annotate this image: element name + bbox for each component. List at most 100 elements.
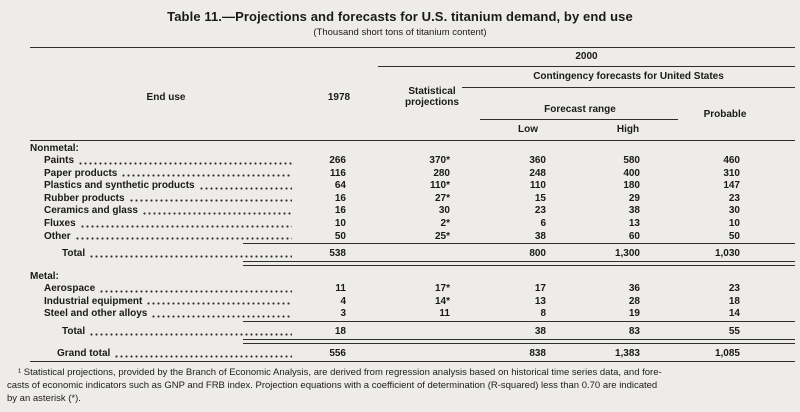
table-row-steel-alloys: Steel and other alloys 3 11 8 19 14: [30, 308, 795, 321]
cell-probable: 23: [728, 283, 740, 295]
row-label-cell: Aerospace: [30, 283, 302, 296]
table-bottom-rule: [30, 360, 795, 362]
footnote-line-2: casts of economic indicators such as GNP…: [7, 379, 658, 391]
cell-forecast-low: 838: [529, 347, 546, 359]
row-label-cell: Paints: [30, 155, 302, 168]
cell-forecast-high: 400: [623, 167, 640, 179]
cell-forecast-high: 36: [628, 283, 640, 295]
cell-1978: 10: [334, 217, 346, 229]
row-label: Aerospace: [44, 283, 96, 295]
row-label-cell: Total: [30, 246, 302, 261]
cell-stat-projection: 11: [439, 308, 450, 320]
cell-probable: 1,030: [714, 248, 740, 260]
cell-stat-projection: 280: [433, 167, 450, 179]
rule-under-2000: [378, 66, 795, 67]
cell-forecast-low: 15: [534, 192, 546, 204]
header-probable: Probable: [703, 109, 747, 120]
table-row-ceramics: Ceramics and glass 16 30 23 38 30: [30, 205, 795, 218]
table-row-other: Other 50 25* 38 60 50: [30, 231, 795, 244]
table-row-paints: Paints 266 370* 360 580 460: [30, 155, 795, 168]
row-label-cell: Grand total: [30, 346, 302, 361]
cell-1978: 50: [334, 230, 346, 242]
footnote-line-3: by an asterisk (*).: [7, 392, 81, 404]
cell-forecast-high: 580: [623, 155, 640, 166]
row-label: Plastics and synthetic products: [44, 180, 195, 192]
row-label: Fluxes: [44, 217, 76, 229]
cell-forecast-high: 38: [628, 205, 640, 217]
header-statistical-projections: Statistical projections: [405, 86, 459, 108]
cell-forecast-high: 1,383: [614, 347, 640, 359]
dot-leader: [78, 161, 292, 165]
header-1978: 1978: [327, 92, 351, 103]
dot-leader: [151, 314, 292, 318]
header-end-use: End use: [146, 92, 186, 103]
header-year-2000: 2000: [575, 51, 598, 62]
footnote: ¹ Statistical projections, provided by t…: [7, 367, 793, 405]
table-row-fluxes: Fluxes 10 2* 6 13 10: [30, 218, 795, 231]
cell-stat-projection: 17*: [434, 283, 450, 295]
cell-forecast-high: 60: [628, 230, 640, 242]
cell-forecast-low: 38: [534, 325, 546, 337]
dot-leader: [99, 289, 292, 293]
cell-forecast-high: 28: [628, 295, 640, 307]
cell-stat-projection: 30: [438, 205, 450, 217]
table-top-rule: [30, 47, 795, 48]
cell-forecast-low: 800: [529, 248, 546, 260]
row-label: Grand total: [57, 347, 111, 359]
row-label-cell: Steel and other alloys: [30, 308, 302, 321]
cell-forecast-high: 29: [628, 192, 640, 204]
cell-stat-projection: 27*: [434, 192, 450, 204]
cell-probable: 460: [723, 155, 740, 166]
footnote-line-1: ¹ Statistical projections, provided by t…: [18, 366, 662, 378]
cell-probable: 18: [728, 295, 740, 307]
row-label: Total: [62, 325, 86, 337]
cell-probable: 14: [728, 308, 740, 320]
row-label: Total: [62, 248, 86, 260]
header-forecast-range: Forecast range: [544, 104, 616, 115]
row-label: Industrial equipment: [44, 295, 143, 307]
row-label-cell: Ceramics and glass: [30, 205, 302, 218]
nonmetal-metal-divider-rule: [243, 261, 795, 267]
row-label-cell: Other: [30, 231, 302, 244]
dot-leader: [121, 174, 292, 178]
header-high: High: [616, 124, 640, 135]
table-header: 2000 Contingency forecasts for United St…: [30, 48, 795, 140]
nonmetal-total-top-rule: [243, 243, 795, 245]
cell-probable: 147: [723, 180, 740, 192]
table-row-paper-products: Paper products 116 280 248 400 310: [30, 168, 795, 181]
dot-leader: [128, 199, 292, 203]
header-low: Low: [518, 124, 538, 135]
cell-stat-projection: 2*: [440, 217, 450, 229]
dot-leader: [141, 211, 292, 215]
cell-probable: 23: [728, 192, 740, 204]
cell-probable: 1,085: [714, 347, 740, 359]
table-row-aerospace: Aerospace 11 17* 17 36 23: [30, 283, 795, 296]
demand-table: 2000 Contingency forecasts for United St…: [30, 47, 795, 362]
row-label-cell: Plastics and synthetic products: [30, 180, 302, 193]
cell-forecast-low: 360: [529, 155, 546, 166]
rule-under-forecast-range: [480, 119, 678, 120]
cell-probable: 310: [723, 167, 740, 179]
section-label-metal: Metal:: [30, 271, 59, 283]
cell-forecast-high: 19: [628, 308, 640, 320]
cell-stat-projection: 370*: [429, 155, 450, 166]
cell-forecast-low: 248: [529, 167, 546, 179]
dot-leader: [146, 302, 292, 306]
cell-forecast-high: 13: [628, 217, 640, 229]
section-label-nonmetal: Nonmetal:: [30, 143, 79, 154]
dot-leader: [114, 354, 292, 358]
cell-forecast-low: 17: [534, 283, 546, 295]
row-label-cell: Fluxes: [30, 218, 302, 231]
cell-forecast-high: 1,300: [614, 248, 640, 260]
cell-stat-projection: [346, 324, 450, 339]
cell-1978: 16: [334, 205, 346, 217]
cell-1978: 4: [340, 295, 346, 307]
grand-total-top-rule: [243, 338, 795, 344]
page-subtitle: (Thousand short tons of titanium content…: [313, 27, 487, 38]
rule-under-contingency: [462, 87, 795, 88]
cell-stat-projection: [346, 346, 450, 361]
cell-forecast-low: 6: [540, 217, 546, 229]
cell-forecast-low: 23: [534, 205, 546, 217]
cell-1978: 116: [329, 167, 346, 179]
row-label: Rubber products: [44, 192, 125, 204]
